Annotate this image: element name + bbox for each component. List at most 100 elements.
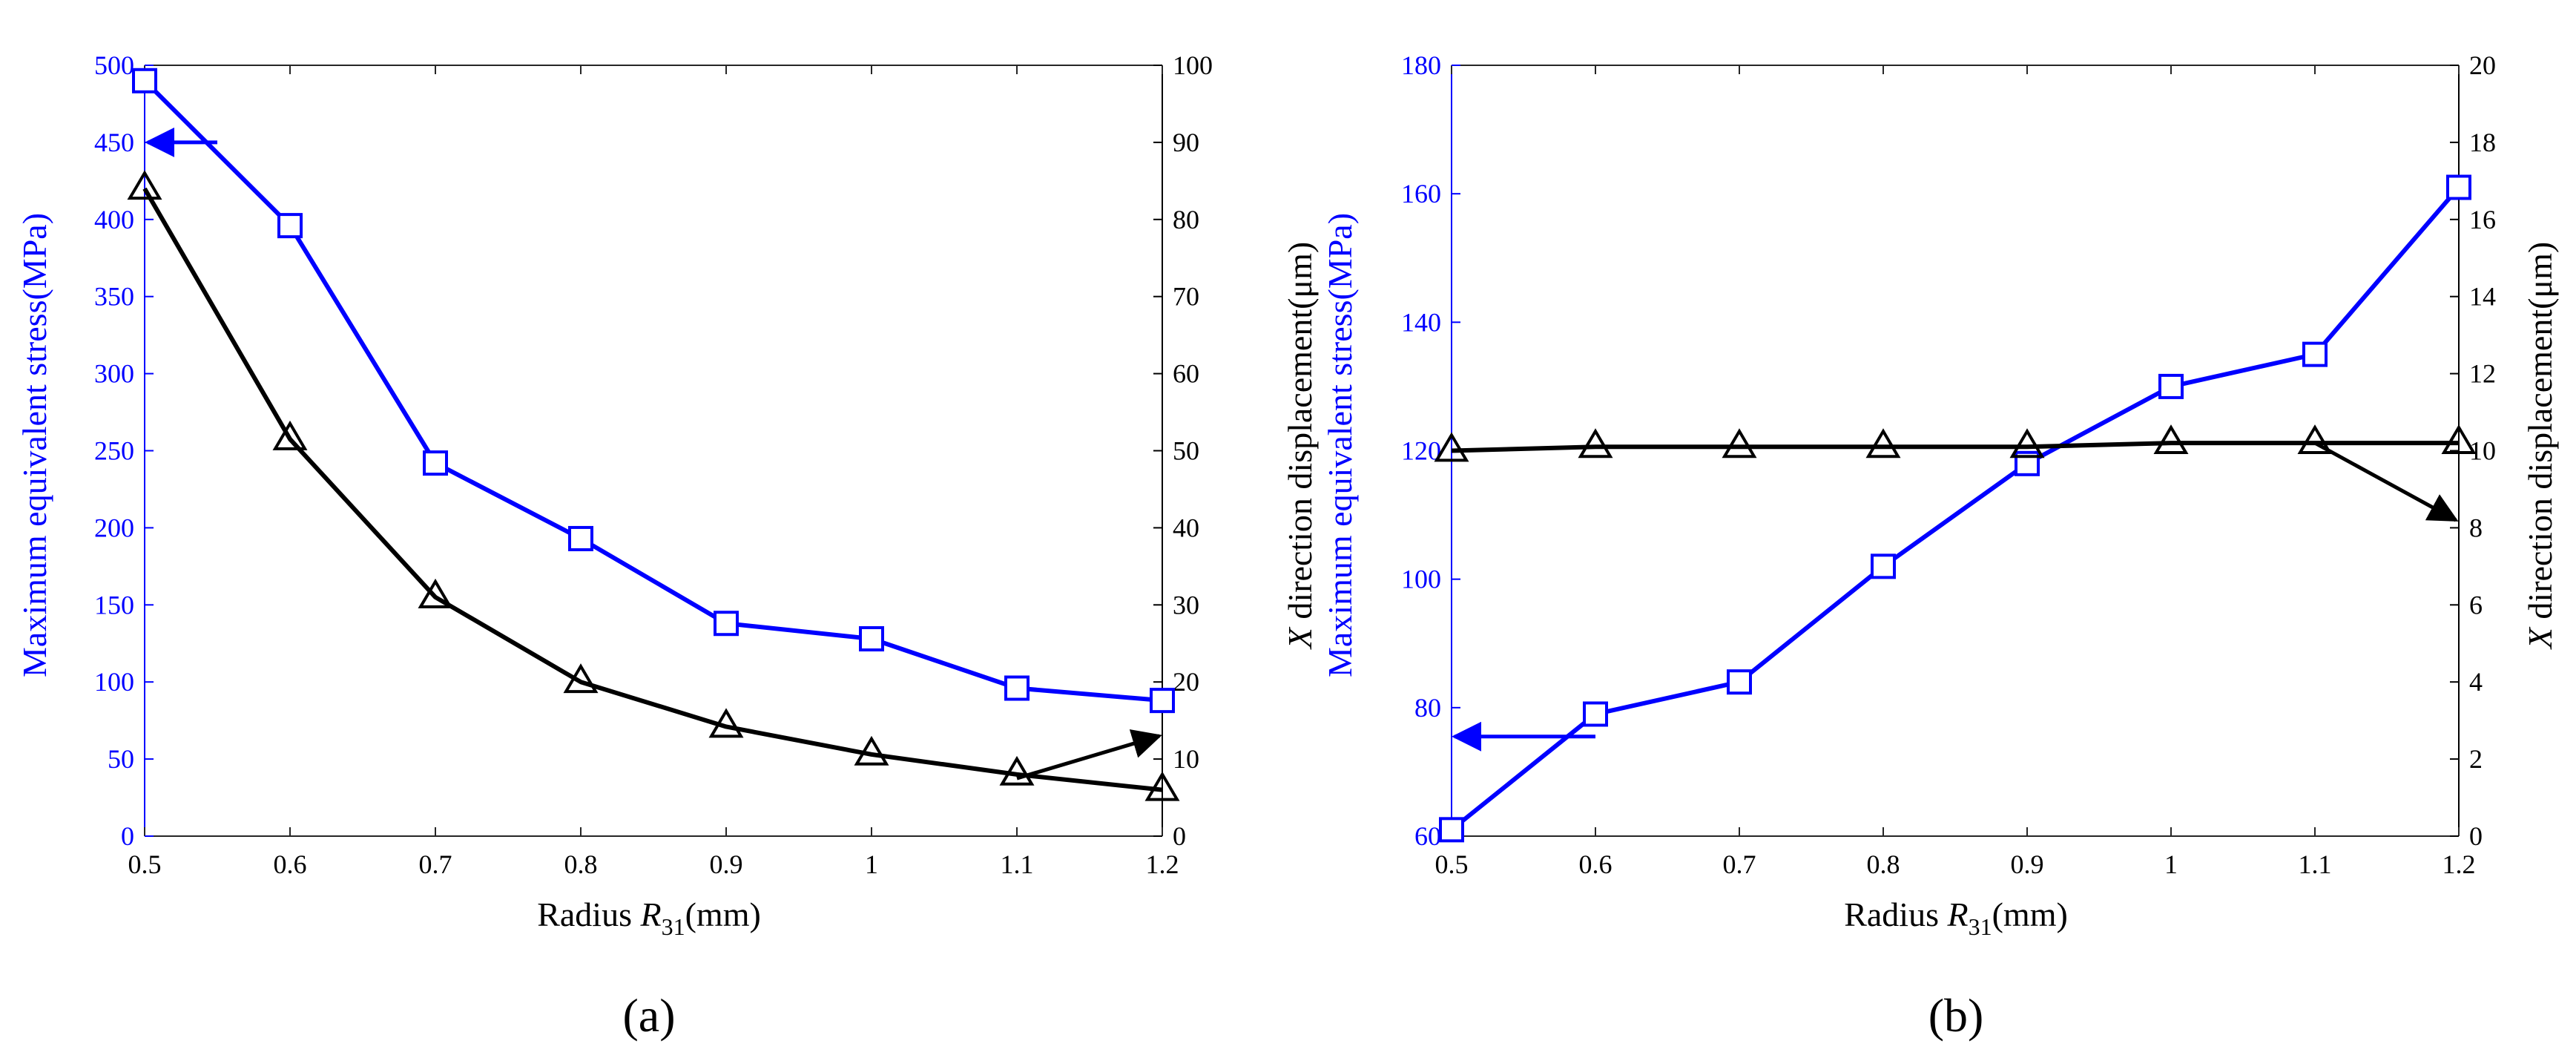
displacement-point-triangle (418, 578, 453, 608)
displacement-series-line (142, 187, 1163, 792)
stress-point-square (2302, 341, 2328, 367)
left-tick-label: 200 (94, 513, 134, 542)
left-tick-label: 300 (94, 359, 134, 389)
right-tick-label: 12 (2469, 359, 2496, 389)
displacement-point-triangle (2009, 428, 2045, 459)
right-tick-label: 60 (1173, 359, 1199, 389)
left-tick-label: 180 (1401, 50, 1441, 80)
left-tick-label: 0 (121, 821, 134, 851)
left-tick-label: 50 (108, 744, 134, 774)
x-axis-label-suffix: (mm) (1992, 895, 2068, 933)
stress-point-square (2158, 373, 2184, 399)
panel-a: Maximum equivalent stress(MPa) X directi… (16, 50, 1319, 1042)
panel-caption: (b) (1928, 989, 1984, 1042)
x-tick-label: 0.5 (128, 849, 162, 879)
right-tick-label: 30 (1173, 590, 1199, 619)
left-tick-label: 250 (94, 436, 134, 466)
x-tick-label: 0.8 (564, 849, 598, 879)
left-tick-label: 450 (94, 128, 134, 157)
panel-caption: (a) (622, 989, 675, 1042)
left-axis-label: Maximum equivalent stress(MPa) (1321, 213, 1359, 677)
displacement-axis-arrow (2313, 441, 2459, 522)
right-tick-label: 70 (1173, 282, 1199, 312)
right-tick-label: 18 (2469, 128, 2496, 157)
panel-b: Maximum equivalent stress(MPa) X directi… (1321, 50, 2559, 1042)
x-axis-label-var: R (639, 895, 661, 933)
x-axis-label-sub: 31 (1969, 913, 1992, 940)
x-tick-label: 0.7 (419, 849, 452, 879)
left-tick-label: 140 (1401, 307, 1441, 337)
displacement-point-triangle (854, 735, 889, 766)
displacement-series-line (1451, 441, 2459, 453)
right-axis-label: X direction displacement(μm) (1281, 242, 1319, 650)
right-axis-label-var: X (1281, 626, 1319, 650)
x-axis-label: Radius R31(mm) (537, 895, 761, 940)
x-tick-label: 1.2 (1146, 849, 1179, 879)
displacement-point-triangle (2441, 424, 2477, 455)
x-axis-label: Radius R31(mm) (1844, 895, 2068, 940)
x-tick-label: 0.5 (1435, 849, 1469, 879)
stress-point-square (277, 213, 303, 239)
right-tick-label: 20 (2469, 50, 2496, 80)
displacement-point-triangle (563, 663, 599, 694)
x-tick-label: 1.1 (1001, 849, 1034, 879)
right-tick-label: 2 (2469, 744, 2483, 774)
displacement-point-triangle (1865, 428, 1901, 459)
x-tick-label: 0.9 (710, 849, 743, 879)
displacement-point-triangle (272, 420, 308, 450)
left-tick-label: 80 (1414, 693, 1441, 723)
displacement-point-triangle (2297, 424, 2333, 455)
x-tick-label: 1.1 (2299, 849, 2332, 879)
right-axis-label-var: X (2521, 626, 2559, 650)
stress-point-square (1150, 688, 1175, 714)
x-tick-label: 0.7 (1723, 849, 1756, 879)
stress-point-square (714, 611, 739, 637)
right-tick-label: 14 (2469, 282, 2496, 312)
displacement-point-triangle (2153, 424, 2189, 455)
left-tick-label: 150 (94, 590, 134, 619)
stress-point-square (1439, 817, 1464, 843)
x-tick-label: 0.9 (2011, 849, 2044, 879)
displacement-point-triangle (127, 170, 162, 200)
displacement-point-triangle (999, 755, 1035, 786)
right-tick-label: 4 (2469, 667, 2483, 697)
left-tick-label: 350 (94, 282, 134, 312)
stress-point-square (568, 525, 593, 551)
stress-point-square (859, 626, 884, 652)
right-tick-label: 0 (2469, 821, 2483, 851)
x-tick-label: 0.6 (1579, 849, 1613, 879)
displacement-point-triangle (1722, 428, 1757, 459)
displacement-point-triangle (708, 708, 744, 738)
left-tick-label: 120 (1401, 436, 1441, 466)
x-axis-label-prefix: Radius (1844, 895, 1947, 933)
right-axis-label-text: direction displacement(μm) (2521, 242, 2559, 628)
right-tick-label: 50 (1173, 436, 1199, 466)
x-tick-label: 1 (2164, 849, 2178, 879)
right-axis-label: X direction displacement(μm) (2521, 242, 2559, 650)
x-axis-label-var: R (1946, 895, 1968, 933)
x-tick-label: 1.2 (2442, 849, 2476, 879)
stress-point-square (1871, 553, 1896, 579)
displacement-point-triangle (1578, 428, 1613, 459)
right-tick-label: 16 (2469, 205, 2496, 234)
stress-point-square (1004, 675, 1030, 701)
right-tick-label: 100 (1173, 50, 1213, 80)
left-tick-label: 60 (1414, 821, 1441, 851)
right-tick-label: 20 (1173, 667, 1199, 697)
right-tick-label: 10 (1173, 744, 1199, 774)
left-tick-label: 100 (94, 667, 134, 697)
x-tick-label: 1 (865, 849, 878, 879)
displacement-axis-arrow (1016, 729, 1162, 780)
stress-point-square (423, 450, 448, 476)
right-tick-label: 6 (2469, 590, 2483, 619)
left-tick-label: 160 (1401, 179, 1441, 208)
left-tick-label: 100 (1401, 565, 1441, 594)
left-axis-label: Maximum equivalent stress(MPa) (16, 213, 53, 677)
stress-point-square (132, 68, 157, 93)
x-axis-label-suffix: (mm) (685, 895, 761, 933)
x-tick-label: 0.8 (1867, 849, 1900, 879)
left-tick-label: 400 (94, 205, 134, 234)
stress-series-line (142, 79, 1163, 703)
right-axis-label-text: direction displacement(μm) (1281, 242, 1319, 628)
